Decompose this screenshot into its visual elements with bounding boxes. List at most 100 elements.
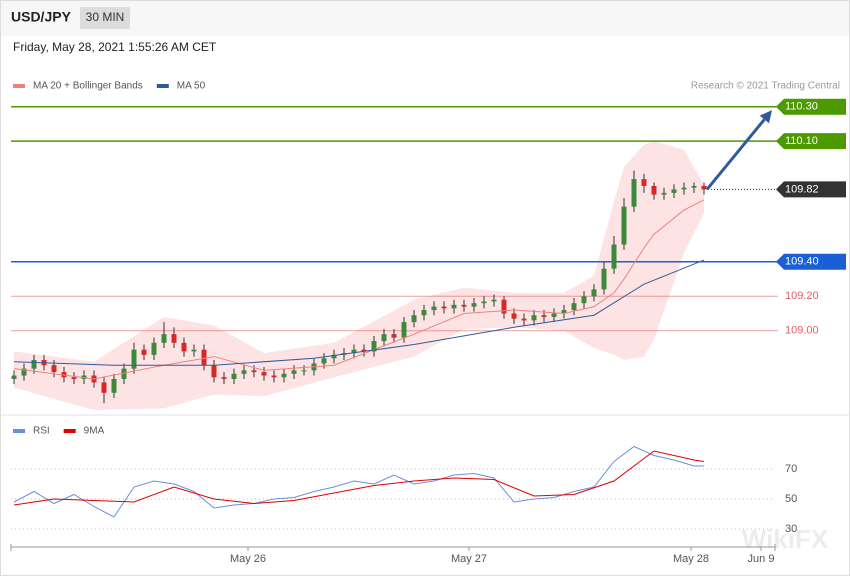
candle-body [461, 304, 467, 307]
candle-body [141, 349, 147, 355]
candle-body [191, 349, 197, 352]
candle-body [361, 349, 367, 352]
candle-body [241, 370, 247, 374]
y-tick-label: 30 [785, 523, 797, 535]
ma-line [13, 259, 705, 366]
candle-body [31, 360, 37, 369]
candle-body [681, 187, 687, 190]
level-label: 109.00 [785, 325, 819, 337]
candle-body [551, 313, 557, 317]
candle-body [111, 378, 117, 393]
credit: Research © 2021 Trading Central [691, 81, 840, 92]
price-panel: 110.30 110.10 109.82 109.40 109.20 109.00 MA 2… [11, 81, 846, 411]
candle-body [161, 334, 167, 343]
candle-body [441, 306, 447, 309]
x-tick-label: Jun 9 [748, 553, 775, 565]
candle-body [511, 313, 517, 319]
candle-body [601, 268, 607, 290]
candle-body [691, 185, 697, 188]
series-line [13, 445, 704, 518]
candle-body [661, 192, 667, 195]
candle-body [181, 342, 187, 352]
timestamp: Friday, May 28, 2021 1:55:26 AM CET [13, 40, 217, 54]
candle-body [381, 334, 387, 342]
candle-body [411, 315, 417, 323]
candle-body [641, 179, 647, 186]
candle-body [371, 341, 377, 352]
candle-body [471, 303, 477, 307]
candle-body [101, 382, 107, 393]
ma-line [13, 199, 705, 380]
interval-box[interactable] [80, 7, 130, 29]
candle-body [631, 179, 637, 207]
candle-body [561, 310, 567, 314]
y-tick-label: 50 [785, 493, 797, 505]
candle-body [621, 206, 627, 245]
candle-body [611, 244, 617, 269]
candle-body [221, 377, 227, 379]
level-tag [776, 253, 846, 270]
candle-body [271, 375, 277, 378]
level-tag [776, 133, 846, 150]
candle-body [401, 322, 407, 338]
candle-body [291, 370, 297, 374]
candle-body [281, 373, 287, 378]
candle-body [121, 368, 127, 379]
candle-body [21, 368, 27, 376]
candle-body [231, 373, 237, 379]
y-tick-label: 70 [785, 463, 797, 475]
watermark: WikiFX [742, 524, 829, 554]
candle-body [211, 365, 217, 378]
projection-line [705, 118, 766, 191]
level-label: 110.10 [785, 135, 818, 147]
candle-body [321, 358, 327, 364]
series-line [13, 450, 705, 506]
candle-body [301, 370, 307, 372]
legend-swatch [13, 84, 25, 88]
legend-swatch [13, 429, 25, 433]
candle-body [11, 375, 17, 379]
candle-body [481, 301, 487, 304]
legend-swatch [156, 84, 169, 88]
legend-label: MA 50 [177, 81, 206, 92]
candle-body [391, 334, 397, 338]
legend-swatch [63, 429, 76, 433]
level-tag [776, 181, 846, 198]
candle-body [501, 299, 507, 314]
candle-body [131, 349, 137, 369]
projection-head [759, 110, 772, 124]
symbol: USD/JPY [11, 9, 72, 25]
candle-body [491, 299, 497, 302]
level-label: 110.30 [785, 101, 818, 113]
x-tick-label: May 27 [451, 553, 487, 565]
candle-body [701, 185, 707, 190]
candle-body [421, 310, 427, 316]
candle-body [51, 365, 57, 373]
rsi-panel: 70 50 30 RSI 9MA May 26 May 27 May 28 Jun 9 [10, 426, 797, 565]
legend-label: MA 20 + Bollinger Bands [33, 81, 143, 92]
candle-body [591, 289, 597, 297]
candle-body [431, 306, 437, 311]
candle-body [651, 185, 657, 195]
legend-label: RSI [33, 426, 50, 437]
candle-body [571, 303, 577, 311]
candle-body [521, 318, 527, 321]
level-label: 109.82 [785, 183, 819, 195]
candle-body [451, 304, 457, 309]
candle-body [581, 296, 587, 304]
level-tag [776, 98, 846, 115]
header-bar [1, 1, 849, 36]
candle-body [151, 342, 157, 355]
interval[interactable]: 30 MIN [86, 10, 125, 24]
candle-body [331, 354, 337, 359]
x-tick-label: May 26 [230, 553, 266, 565]
candle-body [531, 315, 537, 321]
candle-body [541, 315, 547, 317]
candle-body [671, 189, 677, 193]
candle-body [71, 377, 77, 379]
candle-body [251, 370, 257, 373]
candle-body [351, 349, 357, 354]
x-tick-label: May 28 [673, 553, 709, 565]
